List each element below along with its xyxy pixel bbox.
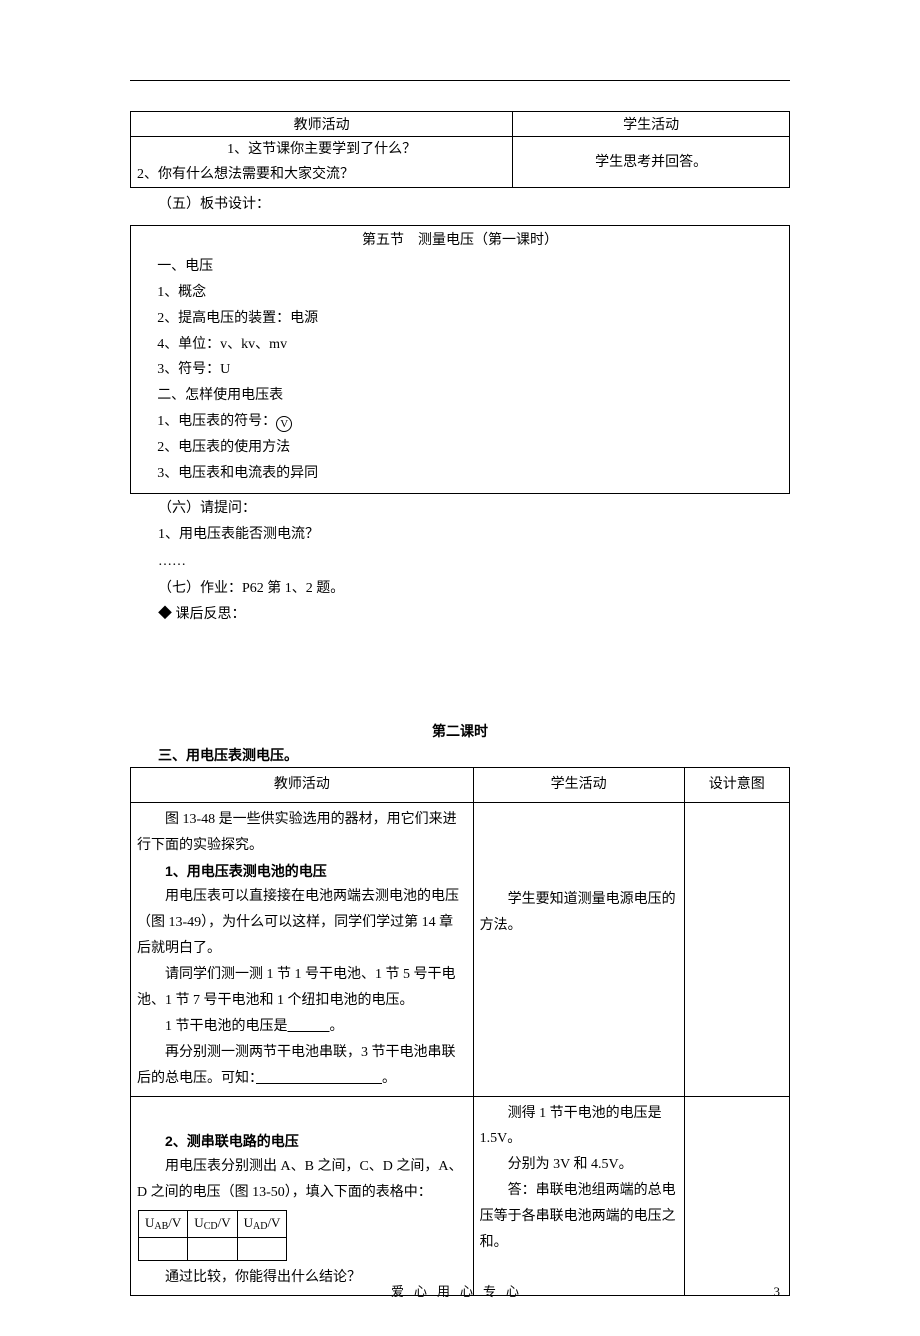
board-item: 一、电压: [157, 254, 781, 280]
lesson2-heading: 第二课时: [130, 721, 790, 741]
footer-center-text: 爱心用心专心: [0, 1281, 920, 1300]
sb1: 学生要知道测量电源电压的方法。: [480, 887, 678, 939]
student-block-2: 测得 1 节干电池的电压是 1.5V。 分别为 3V 和 4.5V。 答：串联电…: [473, 1096, 684, 1295]
tb2-p6: 用电压表分别测出 A、B 之间，C、D 之间，A、D 之间的电压（图 13-50…: [137, 1154, 467, 1206]
h1u: /V: [168, 1215, 181, 1230]
h2p: U: [194, 1215, 203, 1230]
board-item: 2、提高电压的装置：电源: [157, 306, 781, 332]
board-item: 1、概念: [157, 280, 781, 306]
sb2-s2: 分别为 3V 和 4.5V。: [480, 1152, 678, 1178]
voltmeter-symbol-icon: V: [276, 416, 292, 432]
tb1-p3: 请同学们测一测 1 节 1 号干电池、1 节 5 号干电池、1 节 7 号干电池…: [137, 962, 467, 1014]
sb2-s1: 测得 1 节干电池的电压是 1.5V。: [480, 1101, 678, 1153]
teacher-block-1: 图 13-48 是一些供实验选用的器材，用它们来进行下面的实验探究。 1、用电压…: [131, 802, 474, 1096]
line: （六）请提问：: [158, 496, 790, 523]
col-header-teacher: 教师活动: [131, 112, 513, 137]
intent-cell-1: [684, 802, 789, 1096]
board-item-text: 1、电压表的符号：: [157, 414, 276, 429]
table-teacher-student-1: 教师活动 学生活动 1、这节课你主要学到了什么？ 2、你有什么想法需要和大家交流…: [130, 111, 790, 188]
blank-underline: [288, 1019, 330, 1034]
intent-cell-2: [684, 1096, 789, 1295]
board-item: 4、单位：v、kv、mv: [157, 332, 781, 358]
line: ◆ 课后反思：: [158, 602, 790, 629]
lesson2-table: 教师活动 学生活动 设计意图 图 13-48 是一些供实验选用的器材，用它们来进…: [130, 767, 790, 1296]
h3s: AD: [253, 1221, 267, 1232]
blank-underline: [256, 1071, 382, 1086]
board-item: 3、电压表和电流表的异同: [157, 461, 781, 487]
tb1-p2: 用电压表可以直接接在电池两端去测电池的电压（图 13-49），为什么可以这样，同…: [137, 884, 467, 962]
tb2-b2: 2、测串联电路的电压: [137, 1129, 467, 1155]
teacher-line-1: 1、这节课你主要学到了什么？: [137, 137, 506, 162]
l2-col-intent: 设计意图: [684, 767, 789, 802]
tb1-b1: 1、用电压表测电池的电压: [137, 859, 467, 885]
tb1-p4: 1 节干电池的电压是 。: [137, 1014, 467, 1040]
inner-h2: UCD/V: [188, 1211, 237, 1238]
sb2-s3: 答：串联电池组两端的总电压等于各串联电池两端的电压之和。: [480, 1178, 678, 1256]
board-design-box: 第五节 测量电压（第一课时） 一、电压 1、概念 2、提高电压的装置：电源 4、…: [130, 225, 790, 494]
h1s: AB: [154, 1221, 168, 1232]
inner-h3: UAD/V: [237, 1211, 287, 1238]
h3u: /V: [267, 1215, 280, 1230]
tb1-p1: 图 13-48 是一些供实验选用的器材，用它们来进行下面的实验探究。: [137, 807, 467, 859]
h1p: U: [145, 1215, 154, 1230]
board-item: 2、电压表的使用方法: [157, 435, 781, 461]
h2s: CD: [204, 1221, 218, 1232]
tb1-p5b: 。: [382, 1071, 396, 1086]
after-box-block: （六）请提问： 1、用电压表能否测电流？ …… （七）作业：P62 第 1、2 …: [158, 496, 790, 629]
teacher-block-2: 2、测串联电路的电压 用电压表分别测出 A、B 之间，C、D 之间，A、D 之间…: [131, 1096, 474, 1295]
h3p: U: [244, 1215, 253, 1230]
l2-col-student: 学生活动: [473, 767, 684, 802]
lesson2-subtitle: 三、用电压表测电压。: [158, 745, 790, 765]
page-footer: 爱心用心专心 3: [0, 1281, 920, 1300]
l2-col-teacher: 教师活动: [131, 767, 474, 802]
board-item: 3、符号：U: [157, 357, 781, 383]
tb1-p4a: 1 节干电池的电压是: [165, 1019, 288, 1034]
header-rule: [130, 80, 790, 81]
tb1-p5: 再分别测一测两节干电池串联，3 节干电池串联后的总电压。可知： 。: [137, 1040, 467, 1092]
footer-page-number: 3: [774, 1284, 781, 1300]
teacher-cell-1: 1、这节课你主要学到了什么？ 2、你有什么想法需要和大家交流？: [131, 137, 513, 188]
board-item: 1、电压表的符号：V: [157, 409, 781, 435]
student-block-1: 学生要知道测量电源电压的方法。: [473, 802, 684, 1096]
tb1-p4b: 。: [330, 1019, 344, 1034]
inner-h1: UAB/V: [139, 1211, 188, 1238]
section-5-title: （五）板书设计：: [158, 192, 790, 219]
line: 1、用电压表能否测电流？: [158, 522, 790, 549]
voltage-inner-table: UAB/V UCD/V UAD/V: [138, 1210, 287, 1261]
h2u: /V: [218, 1215, 231, 1230]
board-item: 二、怎样使用电压表: [157, 383, 781, 409]
line: （七）作业：P62 第 1、2 题。: [158, 576, 790, 603]
student-cell-1: 学生思考并回答。: [513, 137, 790, 188]
col-header-student: 学生活动: [513, 112, 790, 137]
board-title: 第五节 测量电压（第一课时）: [139, 228, 781, 254]
line: ……: [158, 549, 790, 576]
teacher-line-2: 2、你有什么想法需要和大家交流？: [137, 162, 506, 187]
